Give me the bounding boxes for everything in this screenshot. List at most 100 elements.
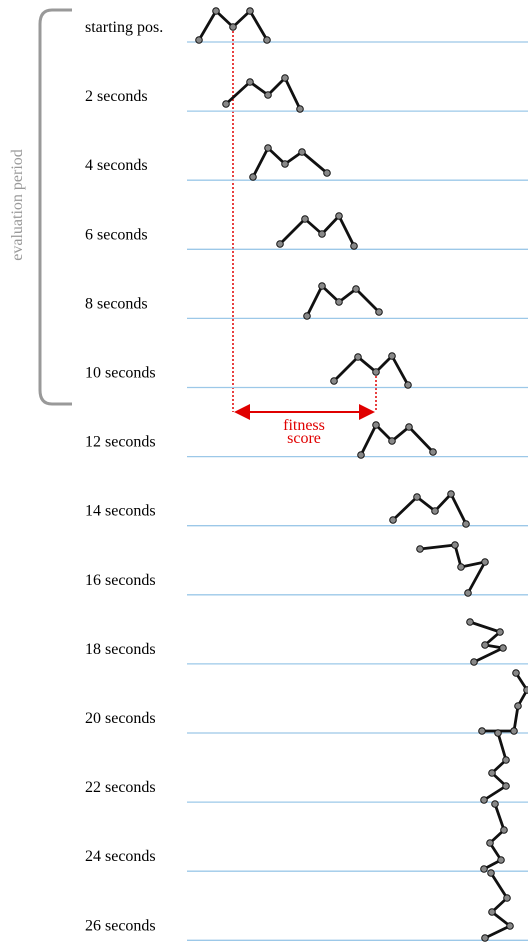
creature-node <box>501 827 508 834</box>
creature <box>390 491 470 528</box>
creature-body <box>226 78 300 109</box>
creature-node <box>247 8 254 15</box>
creature-node <box>430 449 437 456</box>
creature-node <box>297 106 304 113</box>
creature-node <box>250 174 257 181</box>
creature-node <box>331 378 338 385</box>
creature-node <box>465 590 472 597</box>
creature-node <box>513 670 520 677</box>
row-label: 24 seconds <box>85 848 156 865</box>
row-label: 22 seconds <box>85 779 156 796</box>
creature-node <box>452 542 459 549</box>
row-label: 10 seconds <box>85 365 156 382</box>
creature-node <box>471 659 478 666</box>
creature-node <box>304 313 311 320</box>
creature-node <box>500 645 507 652</box>
creature-node <box>463 521 470 528</box>
creature-node <box>223 101 230 108</box>
creature-node <box>373 369 380 376</box>
creature-node <box>406 424 413 431</box>
creature <box>479 670 528 735</box>
creature-node <box>265 92 272 99</box>
creature <box>481 730 510 804</box>
creature-node <box>282 75 289 82</box>
bracket-label: evaluation period <box>9 149 26 261</box>
row-label: 8 seconds <box>85 295 148 312</box>
row-label: 16 seconds <box>85 572 156 589</box>
creature-node <box>213 8 220 15</box>
creature-node <box>482 559 489 566</box>
creature <box>304 283 383 320</box>
creature-node <box>487 840 494 847</box>
diagram: evaluation period fitness score starting… <box>0 0 528 945</box>
row-label: 20 seconds <box>85 710 156 727</box>
creature-node <box>324 170 331 177</box>
creature-node <box>247 79 254 86</box>
creature-node <box>405 382 412 389</box>
creature-node <box>489 770 496 777</box>
creature-node <box>481 866 488 873</box>
creature <box>331 353 412 389</box>
creature-node <box>351 243 358 250</box>
creature-node <box>492 801 499 808</box>
creature-node <box>482 935 489 942</box>
rows: starting pos. 2 seconds 4 seconds 6 seconds… <box>85 8 528 942</box>
creature <box>277 213 358 250</box>
creature-body <box>253 148 327 177</box>
creature-node <box>376 309 383 316</box>
creature-node <box>467 619 474 626</box>
creature-body <box>482 673 527 731</box>
bracket <box>40 10 72 404</box>
creature <box>482 870 514 942</box>
creature <box>250 145 331 181</box>
creature-node <box>417 546 424 553</box>
row-label: 2 seconds <box>85 88 148 105</box>
creature-node <box>277 241 284 248</box>
creature-node <box>489 909 496 916</box>
creature-node <box>497 629 504 636</box>
creature-node <box>482 642 489 649</box>
creature-node <box>389 438 396 445</box>
creature <box>358 422 437 459</box>
creature-node <box>355 354 362 361</box>
creature-node <box>390 517 397 524</box>
creature-node <box>524 687 528 694</box>
creature-node <box>488 870 495 877</box>
row-label: 6 seconds <box>85 226 148 243</box>
creature-body <box>280 216 354 246</box>
creature <box>223 75 304 113</box>
fitness-label: score <box>287 430 321 447</box>
creature-node <box>302 216 309 223</box>
row-label: 26 seconds <box>85 917 156 934</box>
creature-node <box>264 37 271 44</box>
creature-node <box>319 231 326 238</box>
row-label: 4 seconds <box>85 157 148 174</box>
row-label: starting pos. <box>85 19 163 36</box>
row-label: 14 seconds <box>85 503 156 520</box>
creature-node <box>511 728 518 735</box>
creature-node <box>373 422 380 429</box>
creature-node <box>458 564 465 571</box>
creature-node <box>353 286 360 293</box>
row-label: 12 seconds <box>85 434 156 451</box>
creature-node <box>282 161 289 168</box>
creature <box>417 542 489 597</box>
creature-node <box>479 728 486 735</box>
creature-node <box>319 283 326 290</box>
creature-node <box>481 797 488 804</box>
creature-node <box>336 299 343 306</box>
creature-node <box>336 213 343 220</box>
creature-node <box>495 730 502 737</box>
creature-node <box>448 491 455 498</box>
creature-node <box>230 24 237 31</box>
creature-node <box>432 508 439 515</box>
creature-node <box>498 857 505 864</box>
creature <box>196 8 271 44</box>
creature-node <box>507 923 514 930</box>
creature-node <box>265 145 272 152</box>
creature-body <box>334 356 408 385</box>
creature-node <box>299 149 306 156</box>
creature-node <box>515 703 522 710</box>
creature-node <box>503 757 510 764</box>
creature <box>481 801 508 873</box>
